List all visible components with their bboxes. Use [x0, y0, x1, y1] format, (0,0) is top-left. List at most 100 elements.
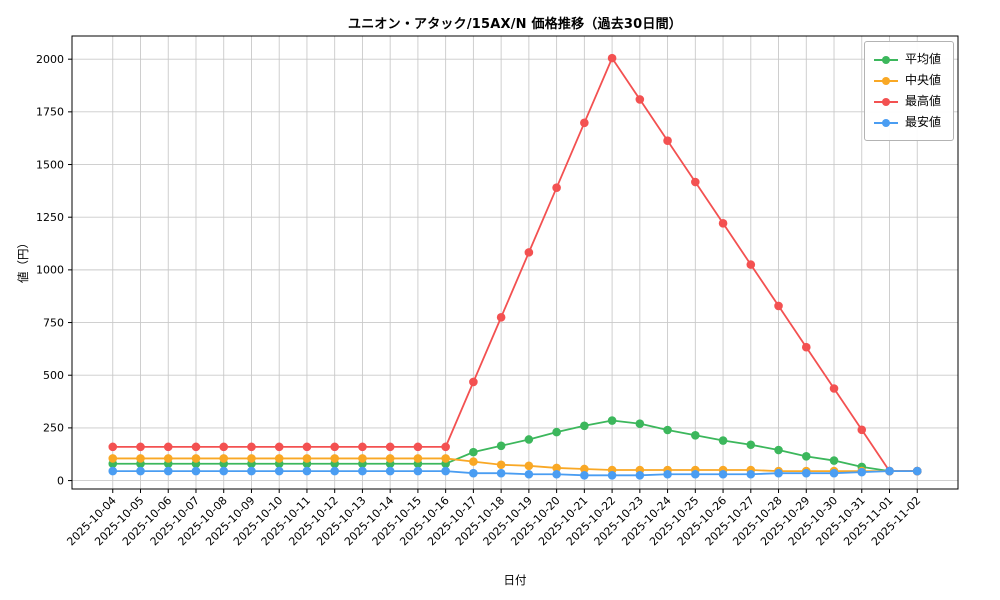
data-point-min [358, 466, 367, 476]
data-point-min [718, 469, 728, 479]
data-point-max [469, 377, 478, 387]
data-point-median [274, 454, 284, 463]
data-point-average [580, 421, 589, 431]
data-point-average [469, 447, 478, 457]
legend-label-max: 最高値 [904, 94, 941, 108]
data-point-median [441, 454, 450, 463]
data-point-min [163, 466, 173, 476]
data-point-min [663, 469, 672, 479]
data-point-median [524, 461, 534, 471]
data-point-max [774, 301, 783, 311]
average-line-swatch-icon [873, 55, 898, 65]
data-point-average [746, 440, 756, 450]
data-point-median [108, 454, 118, 463]
legend-item-average: 平均値 [873, 49, 941, 70]
data-point-max [163, 442, 173, 452]
data-point-min [413, 466, 423, 476]
data-point-average [691, 430, 700, 440]
data-point-min [524, 469, 534, 479]
max-line-swatch-icon [873, 97, 898, 107]
data-point-max [691, 177, 700, 187]
data-point-max [801, 342, 811, 352]
data-point-min [635, 471, 645, 480]
data-point-min [302, 466, 312, 476]
data-point-min [385, 466, 395, 476]
svg-text:1500: 1500 [36, 158, 64, 171]
data-point-min [136, 466, 145, 476]
data-point-median [413, 454, 423, 463]
data-point-median [552, 463, 561, 473]
x-axis-title: 日付 [503, 573, 527, 587]
data-point-median [496, 460, 506, 470]
data-point-median [163, 454, 173, 463]
data-point-max [413, 442, 423, 452]
data-point-max [136, 442, 145, 452]
data-point-average [552, 427, 561, 437]
data-point-median [580, 464, 589, 474]
min-line-swatch-icon [873, 118, 898, 128]
data-point-max [330, 442, 339, 452]
data-point-median [191, 454, 201, 463]
data-point-average [607, 416, 617, 425]
data-point-min [552, 469, 561, 479]
data-point-max [219, 442, 229, 452]
data-point-min [219, 466, 229, 476]
y-axis-title: 値（円） [16, 237, 30, 283]
data-point-max [274, 442, 284, 452]
data-point-max [746, 260, 756, 269]
data-point-min [829, 468, 839, 478]
data-point-max [302, 442, 312, 452]
svg-text:750: 750 [43, 316, 64, 329]
data-point-max [635, 95, 645, 104]
y-axis-ticks: 0 250 500 750 1000 1250 1500 1750 2000 [36, 53, 72, 487]
data-point-median [247, 454, 256, 463]
data-point-min [580, 471, 589, 480]
data-point-min [441, 466, 450, 476]
data-point-min [191, 466, 201, 476]
legend-item-median: 中央値 [873, 70, 941, 91]
plot-frame [71, 35, 959, 490]
data-point-median [136, 454, 145, 463]
data-point-average [635, 419, 645, 428]
data-point-max [441, 442, 450, 452]
svg-text:2000: 2000 [36, 53, 64, 66]
data-point-min [885, 466, 894, 476]
data-point-median [219, 454, 229, 463]
chart-title: ユニオン・アタック/15AX/N 価格推移（過去30日間） [348, 17, 682, 32]
data-point-median [469, 457, 478, 466]
data-point-average [774, 445, 783, 455]
data-point-min [691, 469, 700, 479]
median-line-swatch-icon [873, 76, 898, 86]
data-point-min [496, 468, 506, 478]
data-point-max [358, 442, 367, 452]
data-point-max [718, 219, 728, 228]
data-point-max [829, 384, 839, 393]
data-point-average [663, 425, 672, 435]
data-point-min [774, 468, 783, 478]
grid [72, 36, 958, 489]
data-point-min [607, 471, 617, 480]
data-point-max [857, 425, 867, 435]
data-point-median [358, 454, 367, 463]
legend-label-min: 最安値 [904, 115, 941, 129]
data-point-max [247, 442, 256, 452]
data-point-median [302, 454, 312, 463]
legend-label-median: 中央値 [904, 73, 941, 87]
data-point-min [108, 466, 118, 476]
svg-text:1250: 1250 [36, 211, 64, 224]
legend: 平均値 中央値 最高値 最安値 [863, 41, 954, 141]
svg-text:1750: 1750 [36, 106, 64, 119]
data-point-max [496, 312, 506, 322]
data-point-min [746, 469, 756, 479]
data-point-average [718, 436, 728, 445]
data-point-min [247, 466, 256, 476]
svg-text:500: 500 [43, 369, 64, 382]
data-point-min [912, 466, 922, 476]
data-point-min [469, 468, 478, 478]
data-point-max [108, 442, 118, 452]
data-point-max [607, 53, 617, 63]
data-point-min [274, 466, 284, 476]
data-point-min [857, 467, 867, 477]
data-point-max [524, 248, 534, 257]
